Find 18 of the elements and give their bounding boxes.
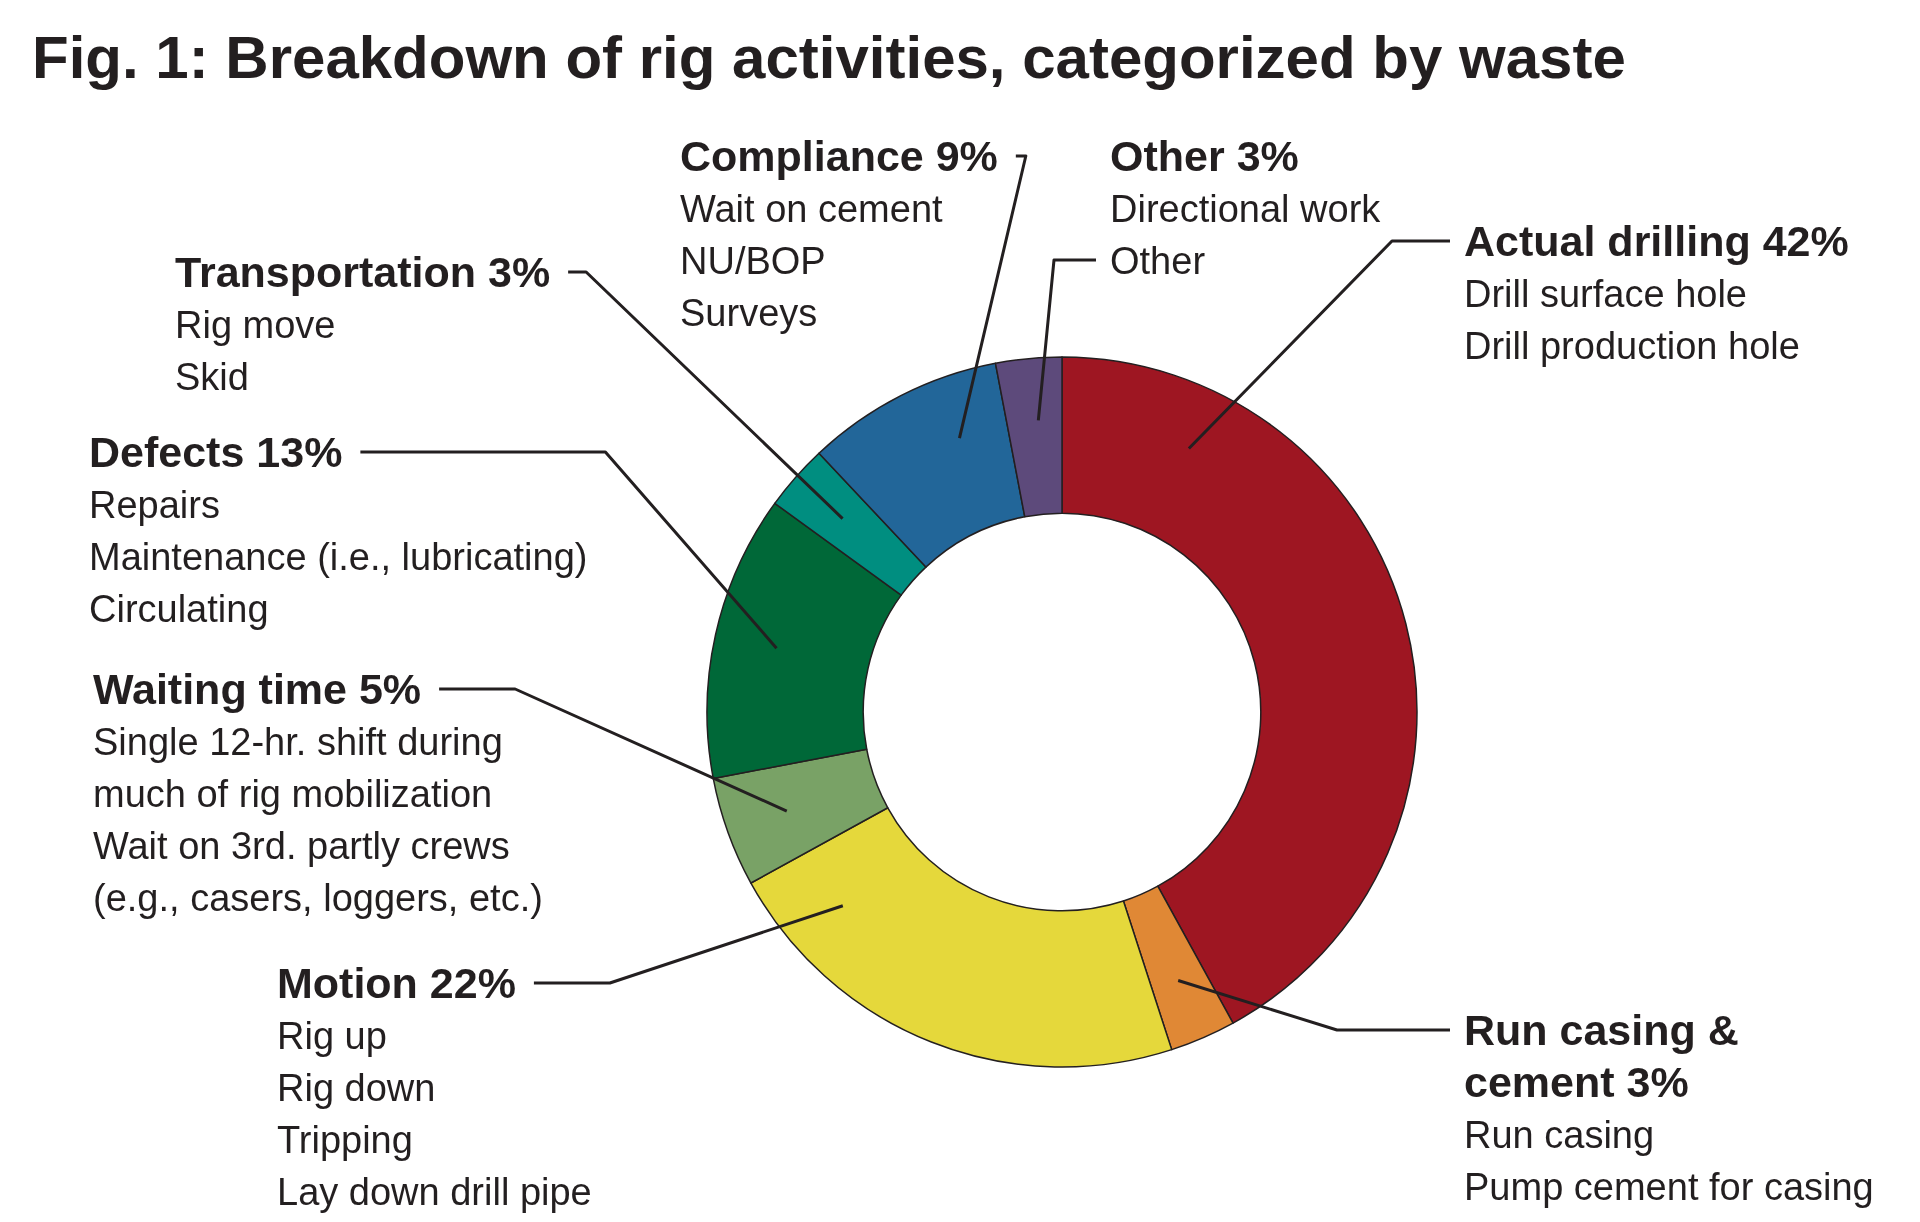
- text: Wait on cement NU/BOP Surveys: [680, 187, 944, 334]
- slice-label: Motion 22%: [277, 959, 516, 1008]
- text: Single 12-hr. shift during much of rig mobilization Wait on 3rd. partly crews (e.g., casers, loggers, etc.): [93, 720, 543, 919]
- slice-label: Waiting time 5%: [93, 665, 422, 714]
- text: Directional work: [1110, 187, 1381, 230]
- text: Rig move Skid: [175, 303, 336, 398]
- text: Drill surface hole Drill production hole: [1464, 272, 1800, 367]
- text: Repairs Maintenance (i.e., lubricating) Circulating: [89, 483, 588, 630]
- slice-label: Compliance 9%: [680, 132, 998, 181]
- slice-label: Transportation 3%: [175, 248, 551, 297]
- slice-label: Other: [1110, 239, 1206, 282]
- chart-title: Fig. 1: Breakdown of rig activities, categorized by waste: [32, 23, 1626, 91]
- slice-label: Run casing & cement 3%: [1464, 1006, 1739, 1107]
- category-label: Other 3%: [1110, 132, 1299, 181]
- slice-label: Defects 13%: [89, 428, 343, 477]
- slice-label: Actual drilling 42%: [1464, 217, 1849, 266]
- text: Rig up Rig down Tripping Lay down drill pipe: [277, 1014, 592, 1213]
- text: Run casing Pump cement for casing: [1464, 1113, 1874, 1208]
